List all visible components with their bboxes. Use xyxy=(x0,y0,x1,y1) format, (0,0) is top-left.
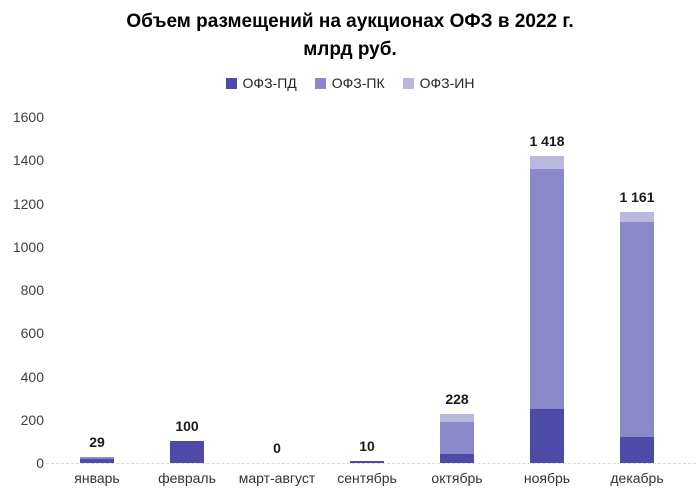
stacked-bar xyxy=(620,211,654,463)
bar-segment xyxy=(440,421,474,455)
chart-title: Объем размещений на аукционах ОФЗ в 2022… xyxy=(0,8,700,63)
bar-segment xyxy=(350,460,384,463)
bar-column: 0 xyxy=(232,117,322,463)
bar-column: 228 xyxy=(412,117,502,463)
x-axis-labels: январь февраль март-август сентябрь октябрь н… xyxy=(52,470,682,486)
legend-label: ОФЗ-ПД xyxy=(242,75,297,91)
bar-segment xyxy=(620,437,654,463)
x-axis-baseline xyxy=(46,463,696,464)
bar-value-label: 10 xyxy=(359,437,375,454)
x-axis-label: сентябрь xyxy=(337,470,397,486)
legend-item: ОФЗ-ПК xyxy=(314,75,385,91)
x-axis-label: октябрь xyxy=(431,470,483,486)
bar-segment xyxy=(440,454,474,463)
legend-item: ОФЗ-ПД xyxy=(225,75,297,91)
x-axis-label: декабрь xyxy=(610,470,664,486)
bar-column: 1 418 xyxy=(502,117,592,463)
bar-segment xyxy=(80,456,114,459)
legend-item: ОФЗ-ИН xyxy=(402,75,475,91)
bar-segment xyxy=(530,168,564,409)
bar-value-label: 1 161 xyxy=(619,188,655,205)
stacked-bar xyxy=(80,456,114,463)
y-axis-tick-label: 600 xyxy=(20,325,44,342)
plot-area: 29 100 0 10 228 1 418 1 161 xyxy=(52,117,682,463)
bar-segment xyxy=(530,408,564,463)
legend-swatch-icon xyxy=(402,77,414,89)
bar-column: 29 xyxy=(52,117,142,463)
y-axis-tick-label: 1400 xyxy=(12,152,44,169)
y-axis-tick-label: 400 xyxy=(20,368,44,385)
x-axis-label: ноябрь xyxy=(523,470,571,486)
bar-column: 1 161 xyxy=(592,117,682,463)
y-axis-tick-label: 1200 xyxy=(12,195,44,212)
x-axis-label: март-август xyxy=(238,470,316,486)
bar-segment xyxy=(80,458,114,463)
stacked-bar xyxy=(350,460,384,463)
chart-title-line2: млрд руб. xyxy=(303,38,397,60)
bar-segment xyxy=(440,413,474,422)
stacked-bar xyxy=(440,413,474,463)
bar-column: 10 xyxy=(322,117,412,463)
bar-segment xyxy=(530,156,564,169)
bar-value-label: 1 418 xyxy=(529,133,565,150)
legend-label: ОФЗ-ИН xyxy=(419,75,475,91)
bar-segment xyxy=(620,211,654,222)
legend-label: ОФЗ-ПК xyxy=(331,75,385,91)
stacked-bar xyxy=(170,441,204,463)
bar-value-label: 100 xyxy=(175,418,199,435)
bar-segment xyxy=(170,441,204,463)
stacked-bar xyxy=(530,156,564,463)
legend: ОФЗ-ПД ОФЗ-ПК ОФЗ-ИН xyxy=(0,74,700,92)
y-axis-tick-label: 800 xyxy=(20,282,44,298)
y-axis-tick-label: 1000 xyxy=(12,238,44,255)
bar-value-label: 0 xyxy=(273,440,281,456)
legend-swatch-icon xyxy=(225,77,237,89)
legend-swatch-icon xyxy=(314,77,326,89)
bar-column: 100 xyxy=(142,117,232,463)
y-axis-tick-label: 200 xyxy=(20,411,44,428)
y-axis-tick-label: 1600 xyxy=(12,109,44,125)
chart-title-line1: Объем размещений на аукционах ОФЗ в 2022… xyxy=(126,11,574,32)
y-axis-tick-label: 0 xyxy=(36,455,44,471)
bar-value-label: 29 xyxy=(89,433,105,450)
x-axis-label: февраль xyxy=(158,470,216,486)
bar-value-label: 228 xyxy=(445,390,469,407)
x-axis-label: январь xyxy=(74,470,120,486)
bar-segment xyxy=(620,221,654,438)
